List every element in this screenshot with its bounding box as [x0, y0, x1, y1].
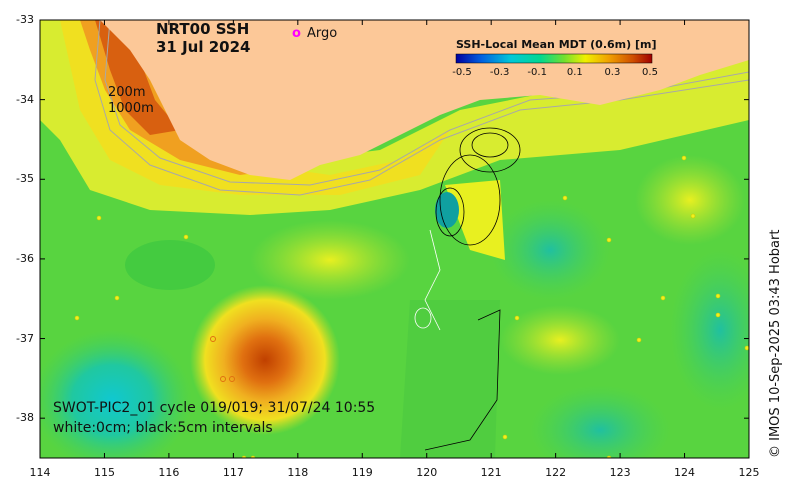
imos-credit: © IMOS 10-Sep-2025 03:43 Hobart — [768, 229, 783, 458]
swot-info-line: SWOT-PIC2_01 cycle 019/019; 31/07/24 10:… — [53, 400, 376, 416]
contour-info-line: white:0cm; black:5cm intervals — [53, 420, 273, 436]
cold-eddy-east — [490, 200, 610, 300]
x-tick-label: 123 — [609, 466, 631, 479]
y-tick-label: -36 — [16, 251, 34, 265]
map-title-date: 31 Jul 2024 — [156, 38, 251, 56]
colorbar — [455, 53, 653, 64]
argo-legend: o Argo — [292, 26, 337, 41]
colorbar-tick-label: -0.5 — [452, 67, 472, 78]
warm-eddy — [190, 285, 340, 435]
colorbar-title: SSH-Local Mean MDT (0.6m) [m] — [456, 38, 657, 51]
obs-rings — [210, 336, 235, 382]
x-tick-label: 115 — [93, 466, 115, 479]
warm-patch-central — [250, 220, 410, 300]
depth-label-1000m: 1000m — [108, 101, 154, 116]
x-tick-label: 117 — [222, 466, 244, 479]
x-tick-label: 114 — [29, 466, 51, 479]
x-tick-label: 119 — [351, 466, 373, 479]
contours-black — [424, 127, 521, 451]
y-tick-label: -35 — [16, 172, 34, 186]
cold-eddy-southeast — [530, 385, 670, 458]
x-tick-label: 125 — [738, 466, 760, 479]
contours-white — [414, 229, 441, 331]
argo-marker-icon: o — [292, 26, 301, 41]
argo-label: Argo — [306, 26, 338, 41]
x-tick-label: 124 — [674, 466, 696, 479]
x-tick-label: 122 — [545, 466, 567, 479]
obs-dots — [74, 155, 749, 458]
cold-eddy-southwest — [40, 330, 192, 458]
warm-patch-east — [635, 155, 745, 245]
y-tick-label: -33 — [16, 13, 34, 26]
colorbar-tick-label: 0.1 — [566, 67, 583, 78]
leeuwin-current-core — [95, 20, 180, 135]
colorbar-tick-label: -0.3 — [489, 67, 510, 78]
plot-frame — [39, 19, 750, 459]
x-tick-label: 121 — [480, 466, 502, 479]
swot-swath-south — [400, 300, 500, 458]
depth-label-200m: 200m — [108, 85, 146, 100]
swot-swath-north — [445, 180, 505, 260]
cool-patch — [125, 240, 215, 290]
map-title-product: NRT00 SSH — [156, 20, 250, 38]
y-tick-marks — [40, 19, 749, 419]
swot-cold-spot — [435, 192, 459, 228]
cold-eddy-far-east — [670, 250, 749, 410]
x-tick-label: 116 — [158, 466, 180, 479]
y-tick-label: -37 — [16, 331, 34, 345]
colorbar-tick-label: -0.1 — [527, 67, 547, 78]
x-tick-label: 118 — [287, 466, 309, 479]
x-tick-label: 120 — [416, 466, 438, 479]
y-tick-label: -38 — [16, 411, 34, 425]
colorbar-tick-label: 0.5 — [642, 67, 658, 78]
colorbar-tick-label: 0.3 — [604, 67, 621, 78]
x-tick-marks — [39, 20, 750, 458]
warm-patch-south — [500, 305, 620, 375]
y-tick-label: -34 — [16, 92, 34, 106]
